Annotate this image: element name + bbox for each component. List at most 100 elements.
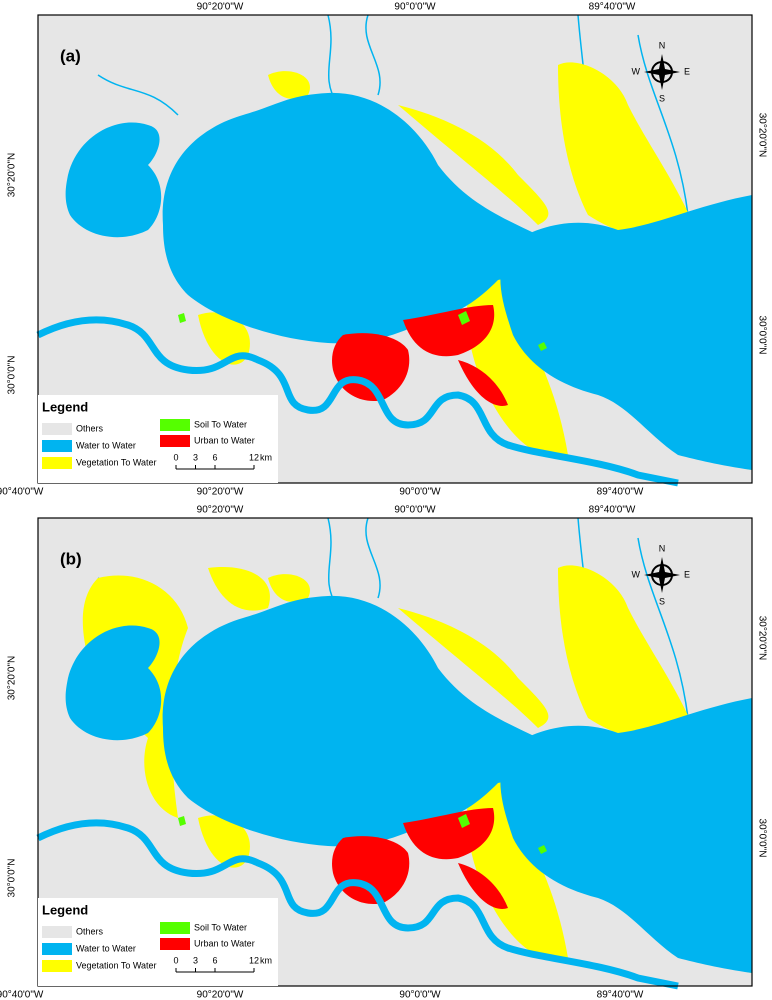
map-panel: (b) N S E W Legend Others Water to Water Vegetat… — [36, 517, 753, 990]
longitude-label: 90°0'0"W — [394, 505, 436, 516]
longitude-label: 89°40'0"W — [589, 2, 636, 13]
urban-to-water — [458, 360, 508, 406]
latitude-label: 30°0'0"N — [7, 859, 18, 898]
longitude-label: 90°0'0"W — [394, 2, 436, 13]
longitude-label: 90°40'0"W — [0, 990, 44, 1000]
legend-swatch — [160, 435, 190, 447]
lake-borgne — [500, 698, 752, 973]
vegetation-to-water — [398, 608, 549, 728]
scale-label: 0 — [173, 452, 178, 462]
compass-letter: W — [632, 569, 641, 579]
legend-label: Urban to Water — [194, 435, 255, 445]
legend-swatch — [42, 926, 72, 938]
scale-label: 3 — [193, 452, 198, 462]
scale-label: 0 — [173, 955, 178, 965]
vegetation-to-water — [398, 105, 549, 225]
longitude-label: 89°40'0"W — [597, 487, 644, 498]
vegetation-to-water — [208, 567, 270, 611]
legend-label: Others — [76, 926, 104, 936]
longitude-label: 90°20'0"W — [197, 487, 244, 498]
latitude-label: 30°20'0"N — [756, 616, 767, 661]
scale-label: 6 — [212, 452, 217, 462]
longitude-label: 90°20'0"W — [197, 2, 244, 13]
urban-to-water — [458, 863, 508, 909]
legend-swatch — [160, 938, 190, 950]
map-panel: (a) N S E W Legend Others Water to Water Vegetat… — [36, 14, 753, 487]
lake-pontchartrain — [162, 595, 541, 847]
urban-to-water — [332, 333, 410, 401]
legend-swatch — [42, 423, 72, 435]
legend-label: Urban to Water — [194, 938, 255, 948]
longitude-label: 90°20'0"W — [197, 505, 244, 516]
scale-label: 12 — [249, 452, 259, 462]
legend-label: Others — [76, 423, 104, 433]
scale-label: 6 — [212, 955, 217, 965]
legend: Legend Others Water to Water Vegetation To … — [38, 898, 278, 986]
compass-letter: E — [684, 66, 690, 76]
compass: N S E W — [632, 543, 691, 606]
lake-maurepas — [65, 122, 162, 238]
legend-label: Water to Water — [76, 440, 136, 450]
legend-box — [38, 395, 278, 483]
compass-letter: W — [632, 66, 641, 76]
stream — [97, 14, 689, 216]
latitude-label: 30°20'0"N — [7, 656, 18, 701]
vegetation-to-water — [467, 756, 568, 960]
legend-box — [38, 898, 278, 986]
legend: Legend Others Water to Water Vegetation To … — [38, 395, 278, 483]
legend-label: Vegetation To Water — [76, 457, 157, 467]
legend-label: Water to Water — [76, 943, 136, 953]
latitude-label: 30°0'0"N — [7, 356, 18, 395]
longitude-label: 90°0'0"W — [399, 487, 441, 498]
compass-letter: S — [659, 93, 665, 103]
panel-label: (b) — [60, 549, 82, 568]
compass: N S E W — [632, 40, 691, 103]
scale-unit: km — [260, 452, 272, 462]
mississippi-river — [36, 316, 679, 487]
legend-swatch — [42, 960, 72, 972]
vegetation-to-water — [467, 253, 568, 457]
legend-swatch — [160, 419, 190, 431]
legend-swatch — [160, 922, 190, 934]
longitude-label: 90°40'0"W — [0, 487, 44, 498]
legend-swatch — [42, 457, 72, 469]
legend-label: Soil To Water — [194, 922, 247, 932]
longitude-label: 89°40'0"W — [597, 990, 644, 1000]
vegetation-to-water — [198, 312, 250, 365]
latitude-label: 30°20'0"N — [756, 113, 767, 158]
compass-star — [644, 54, 680, 90]
panel-label: (a) — [60, 46, 81, 65]
compass-letter: S — [659, 596, 665, 606]
legend-label: Vegetation To Water — [76, 960, 157, 970]
mississippi-river — [36, 819, 679, 990]
longitude-label: 89°40'0"W — [589, 505, 636, 516]
urban-to-water — [332, 836, 410, 904]
legend-swatch — [42, 943, 72, 955]
compass-letter: N — [659, 40, 666, 50]
scale-unit: km — [260, 955, 272, 965]
lake-pontchartrain — [162, 92, 541, 344]
latitude-label: 30°20'0"N — [7, 153, 18, 198]
vegetation-to-water — [268, 574, 310, 602]
legend-title: Legend — [42, 902, 88, 917]
map-frame — [37, 517, 753, 987]
map-frame — [37, 14, 753, 484]
urban-to-water — [403, 305, 495, 357]
compass-letter: N — [659, 543, 666, 553]
legend-title: Legend — [42, 399, 88, 414]
vegetation-to-water — [198, 815, 250, 868]
compass-star — [644, 557, 680, 593]
latitude-label: 30°0'0"N — [756, 819, 767, 858]
lake-borgne — [500, 195, 752, 470]
legend-label: Soil To Water — [194, 419, 247, 429]
longitude-label: 90°0'0"W — [399, 990, 441, 1000]
scale-label: 3 — [193, 955, 198, 965]
scale-label: 12 — [249, 955, 259, 965]
compass-letter: E — [684, 569, 690, 579]
latitude-label: 30°0'0"N — [756, 316, 767, 355]
longitude-label: 90°20'0"W — [197, 990, 244, 1000]
legend-swatch — [42, 440, 72, 452]
vegetation-to-water — [558, 62, 698, 239]
urban-to-water — [403, 808, 495, 860]
